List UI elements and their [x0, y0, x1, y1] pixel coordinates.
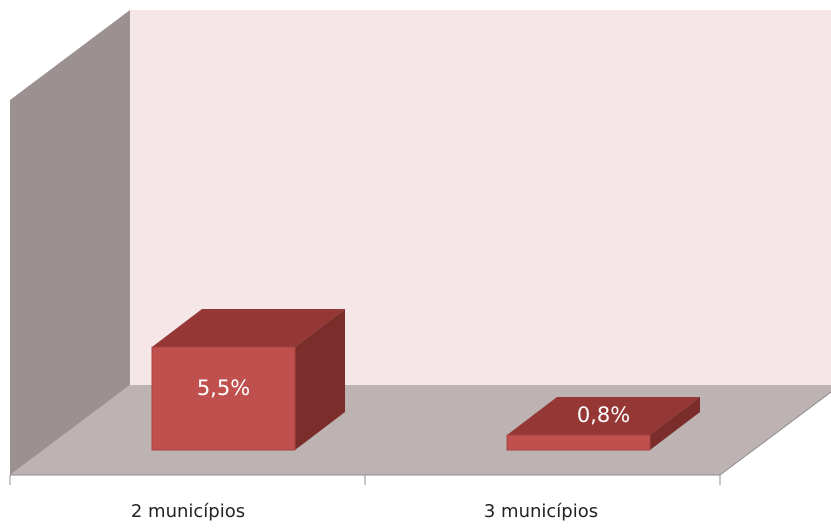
floor: [10, 385, 831, 475]
value-label: 5,5%: [197, 376, 250, 400]
side-wall: [10, 10, 130, 475]
value-label: 0,8%: [577, 403, 630, 427]
bar-top: [507, 397, 700, 436]
bar-top: [152, 309, 345, 347]
bar: [506, 434, 651, 451]
x-tick-label: 2 municípios: [131, 501, 245, 522]
bar-side: [650, 397, 700, 450]
back-wall: [130, 10, 831, 385]
axis-line: [719, 391, 831, 476]
x-tick-label: 3 municípios: [484, 501, 598, 522]
bar-side: [295, 309, 345, 450]
bar: [151, 346, 296, 451]
